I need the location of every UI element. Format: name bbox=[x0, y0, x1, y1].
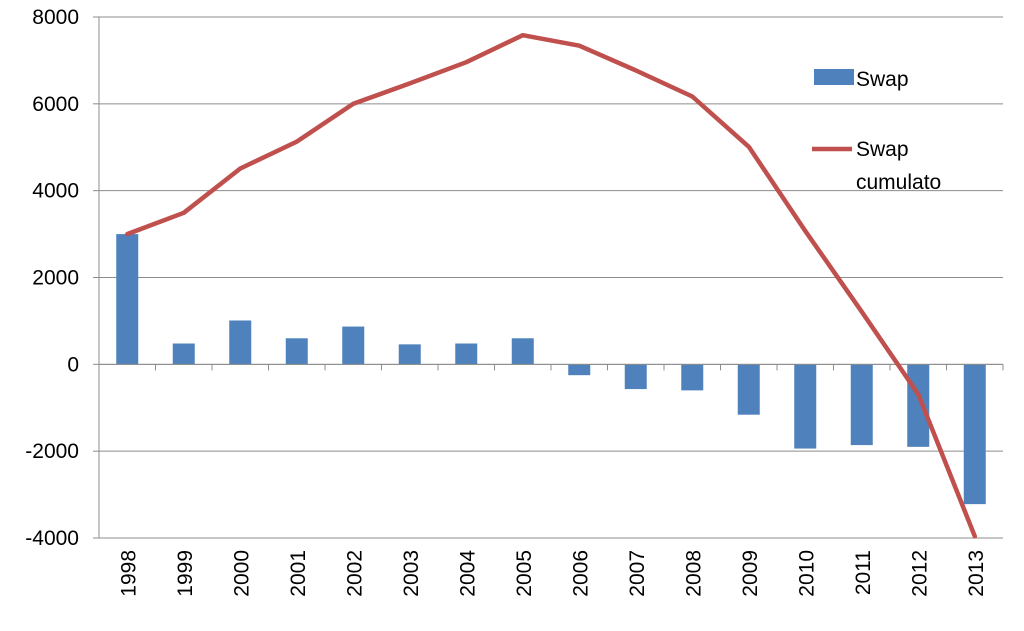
bar-2008 bbox=[681, 364, 704, 391]
bar-2011 bbox=[850, 364, 873, 446]
x-axis-tick-labels: 1998 1999 2000 2001 2002 2003 2004 2005 2006 2007… bbox=[117, 550, 988, 597]
x-tick-label: 2005 bbox=[513, 550, 536, 597]
x-tick-label: 2004 bbox=[456, 550, 479, 597]
x-tick-label: 2007 bbox=[626, 550, 649, 597]
x-tick-label: 2000 bbox=[230, 550, 253, 597]
line-swap-cumulato bbox=[125, 32, 978, 539]
legend-label-swap: Swap bbox=[856, 68, 909, 91]
bar-2005 bbox=[511, 338, 534, 365]
legend: Swap Swap cumulato bbox=[812, 68, 941, 194]
bar-2012 bbox=[907, 364, 930, 447]
line-series-swap-cumulato bbox=[125, 32, 978, 539]
y-tick-label: 4000 bbox=[32, 180, 79, 203]
legend-label-swap-cumulato-line1: Swap bbox=[856, 138, 909, 161]
bar-2009 bbox=[737, 364, 760, 415]
bar-2000 bbox=[229, 320, 252, 365]
x-tick-label: 2012 bbox=[908, 550, 931, 597]
x-tick-label: 2009 bbox=[739, 550, 762, 597]
bar-1998 bbox=[116, 234, 139, 365]
x-tick-label: 2011 bbox=[852, 550, 875, 595]
bar-2010 bbox=[794, 364, 817, 449]
x-tick-label: 2008 bbox=[682, 550, 705, 597]
legend-swatch-swap bbox=[814, 69, 854, 85]
x-tick-label: 2002 bbox=[343, 550, 366, 597]
bar-2002 bbox=[342, 326, 365, 365]
bar-series-swap bbox=[116, 234, 986, 505]
bar-2007 bbox=[624, 364, 647, 390]
x-tick-label: 1999 bbox=[174, 550, 197, 597]
bar-2004 bbox=[455, 343, 478, 365]
y-tick-label: 0 bbox=[67, 353, 79, 376]
y-tick-label: 6000 bbox=[32, 93, 79, 116]
y-tick-label: -2000 bbox=[25, 440, 79, 463]
axes bbox=[93, 16, 1004, 539]
y-tick-label: 8000 bbox=[32, 6, 79, 29]
x-tick-label: 2013 bbox=[965, 550, 988, 597]
x-tick-label: 2001 bbox=[287, 550, 310, 597]
bar-2013 bbox=[963, 364, 986, 505]
legend-label-swap-cumulato-line2: cumulato bbox=[856, 171, 941, 194]
bar-2003 bbox=[398, 344, 421, 365]
x-tick-label: 2006 bbox=[569, 550, 592, 597]
y-tick-label: -4000 bbox=[25, 527, 79, 550]
bar-1999 bbox=[172, 343, 195, 365]
x-tick-label: 2003 bbox=[400, 550, 423, 597]
bar-2001 bbox=[285, 338, 308, 365]
y-axis-tick-labels: 8000 6000 4000 2000 0 -2000 -4000 bbox=[25, 6, 79, 550]
gridlines bbox=[99, 16, 1003, 539]
x-tick-label: 2010 bbox=[795, 550, 818, 597]
x-tick-label: 1998 bbox=[117, 550, 140, 597]
y-tick-label: 2000 bbox=[32, 267, 79, 290]
bar-2006 bbox=[568, 364, 591, 376]
